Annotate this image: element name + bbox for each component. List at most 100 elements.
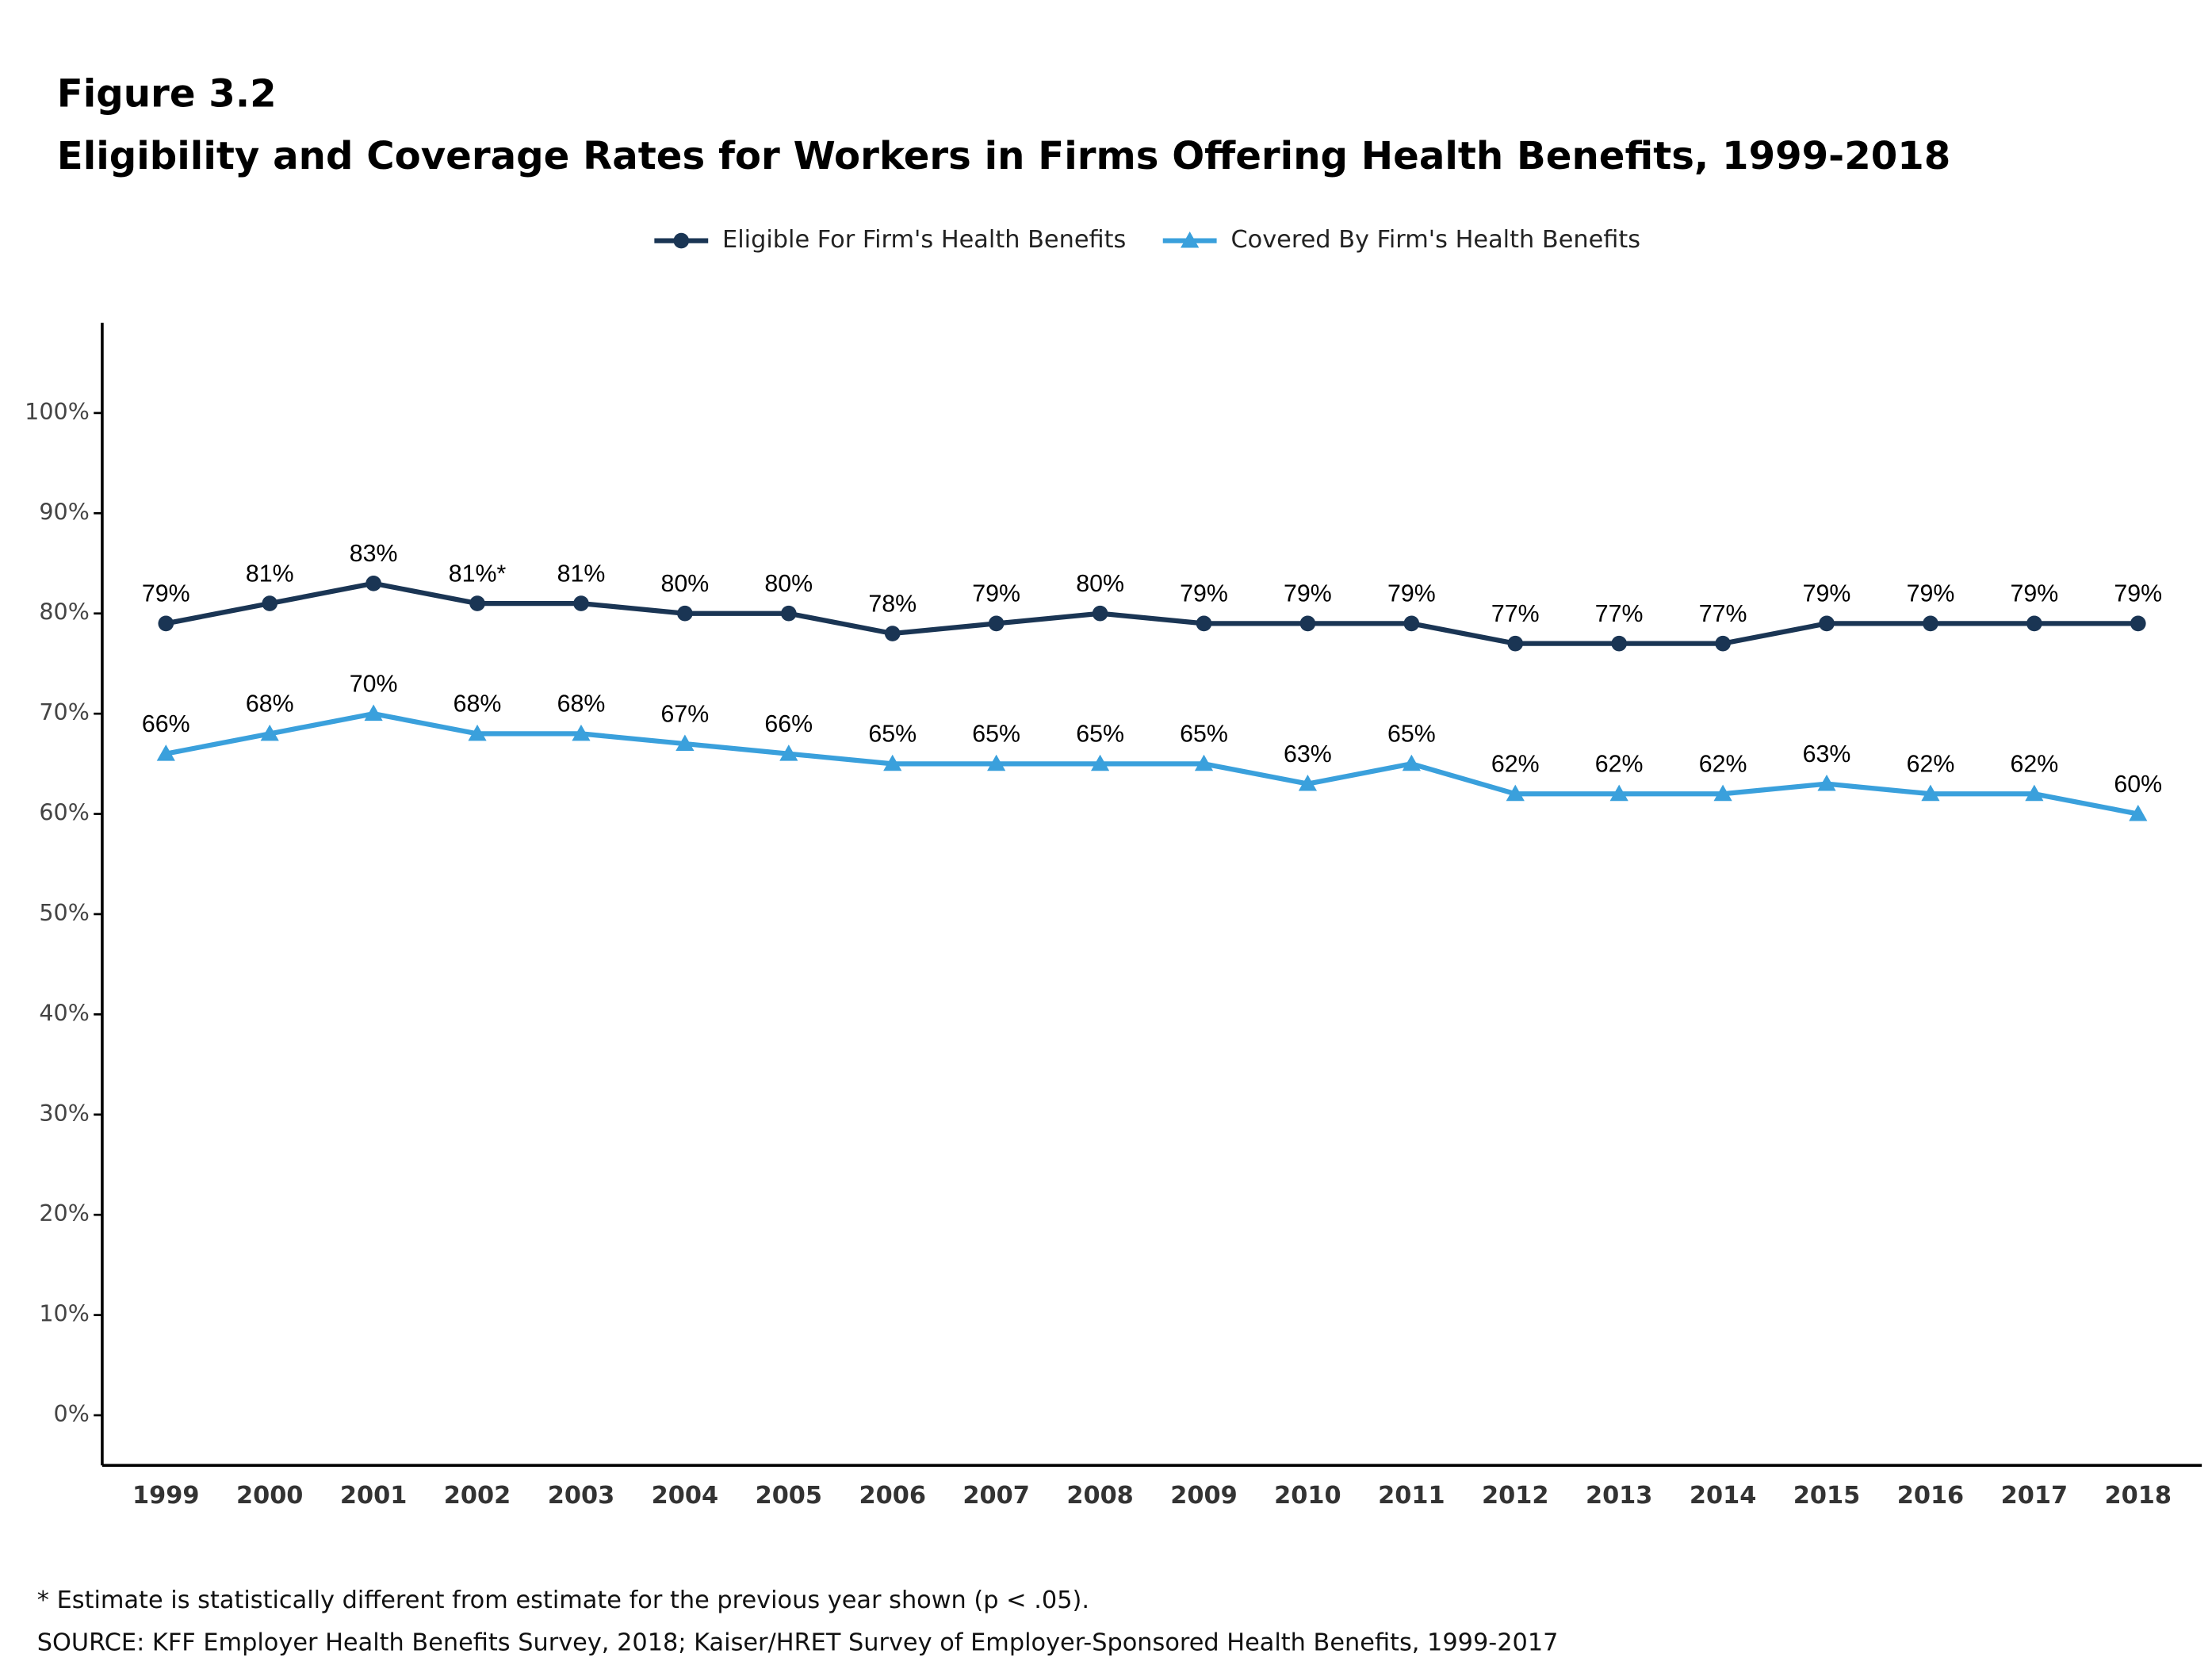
marker [1713,784,1732,802]
data-label: 79% [142,581,190,607]
marker [1819,615,1835,632]
data-label: 80% [764,571,813,597]
x-tick-label: 2016 [1897,1482,1964,1510]
data-label: 63% [1803,741,1851,767]
data-label: 68% [557,691,606,718]
series-line [165,580,2138,646]
data-label: 68% [246,691,294,718]
marker [1298,775,1318,791]
data-label: 81% [557,561,606,587]
marker [1196,615,1212,632]
data-label: 79% [2114,581,2162,607]
x-tick-label: 2005 [756,1482,822,1510]
data-label: 70% [350,671,398,697]
data-label: 80% [661,571,710,597]
marker [1817,775,1836,791]
marker [262,595,278,611]
x-tick-label: 2018 [2105,1482,2172,1510]
y-tick-label: 40% [39,999,89,1026]
marker [365,575,381,591]
y-tick-label: 30% [39,1100,89,1127]
data-label: 62% [1595,752,1644,778]
marker [1194,754,1214,771]
marker [260,724,279,741]
marker [677,605,693,622]
data-label: 79% [1284,581,1332,607]
marker [675,734,695,751]
data-label: 66% [142,711,190,737]
x-tick-label: 1999 [132,1482,199,1510]
marker [1402,754,1421,771]
data-label: 62% [1491,752,1540,778]
data-label: 68% [453,691,502,718]
x-tick-label: 2014 [1690,1482,1756,1510]
marker [156,744,175,761]
data-label: 83% [350,541,398,567]
y-tick-label: 20% [39,1200,89,1227]
marker [780,605,797,622]
marker [1090,754,1110,771]
source: SOURCE: KFF Employer Health Benefits Sur… [37,1629,1559,1657]
marker [364,704,383,722]
data-label: 79% [1803,581,1851,607]
x-tick-label: 2010 [1274,1482,1341,1510]
y-tick-label: 0% [54,1400,90,1427]
y-tick-label: 50% [39,899,89,926]
x-tick-label: 2002 [444,1482,511,1510]
x-tick-label: 2011 [1378,1482,1445,1510]
marker [1507,635,1524,652]
data-label: 65% [972,722,1020,748]
marker [1299,615,1316,632]
data-label: 65% [1076,722,1124,748]
marker [1403,615,1420,632]
data-label: 63% [1284,741,1332,767]
legend-label: Eligible For Firm's Health Benefits [722,226,1126,254]
y-tick-label: 10% [39,1300,89,1327]
footnote: * Estimate is statistically different fr… [37,1587,1089,1614]
marker [2129,804,2148,821]
data-label: 78% [868,591,917,617]
marker [158,615,174,632]
data-label: 79% [1180,581,1228,607]
y-tick-label: 80% [39,599,89,626]
data-label: 79% [1907,581,1955,607]
marker [2025,784,2044,802]
marker [988,615,1005,632]
chart-title: Eligibility and Coverage Rates for Worke… [57,134,1951,178]
figure-label: Figure 3.2 [57,71,277,116]
data-label: 77% [1699,601,1747,627]
x-tick-label: 2013 [1586,1482,1652,1510]
marker [987,754,1006,771]
data-label: 65% [1387,722,1436,748]
data-label: 80% [1076,571,1124,597]
data-label: 81%* [449,561,507,587]
data-label: 77% [1595,601,1644,627]
marker [1506,784,1525,802]
marker [1609,784,1628,802]
x-tick-label: 2000 [236,1482,303,1510]
data-label: 62% [2010,752,2058,778]
x-tick-label: 2001 [340,1482,407,1510]
x-tick-label: 2012 [1482,1482,1548,1510]
data-label: 77% [1491,601,1540,627]
marker [883,754,902,771]
marker [1611,635,1628,652]
x-tick-label: 2009 [1170,1482,1237,1510]
marker [1923,615,1938,632]
data-label: 79% [2010,581,2058,607]
data-label: 62% [1907,752,1955,778]
y-tick-label: 100% [25,398,90,425]
data-label: 79% [1387,581,1436,607]
x-tick-label: 2004 [652,1482,718,1510]
x-tick-label: 2008 [1066,1482,1133,1510]
legend-marker [673,232,690,249]
y-tick-label: 90% [39,498,89,525]
data-label: 65% [868,722,917,748]
marker [2026,615,2042,632]
data-label: 62% [1699,752,1747,778]
marker [779,744,798,761]
marker [469,595,485,611]
x-tick-label: 2007 [962,1482,1029,1510]
legend: Eligible For Firm's Health Benefits Cover… [654,226,1640,254]
marker [572,724,591,741]
